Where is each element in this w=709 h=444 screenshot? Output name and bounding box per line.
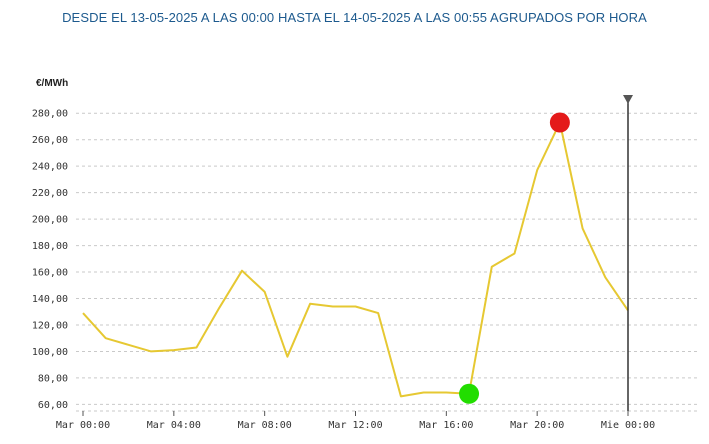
y-tick-label: 220,00 [32,188,68,199]
data-point[interactable] [601,273,609,281]
max-price-marker[interactable] [549,112,570,133]
data-point[interactable] [420,388,428,396]
min-price-marker[interactable] [459,383,480,404]
x-tick-label: Mar 08:00 [238,420,292,431]
price-line[interactable] [82,121,629,398]
y-tick-label: 120,00 [32,320,68,331]
data-point[interactable] [79,309,87,317]
chart-title: DESDE EL 13-05-2025 A LAS 00:00 HASTA EL… [62,10,647,25]
data-point[interactable] [124,341,132,349]
data-point[interactable] [329,302,337,310]
data-point[interactable] [102,334,110,342]
cursor-handle-icon[interactable] [623,95,633,104]
y-tick-label: 160,00 [32,268,68,279]
data-point[interactable] [374,309,382,317]
grid-lines [76,112,700,412]
x-tick-label: Mie 00:00 [601,420,655,431]
y-axis-ticks: 60,00 80,00 100,00 120,00 140,00 160,00 180,00… [32,109,68,411]
time-cursor[interactable] [623,95,633,411]
data-point[interactable] [510,250,518,258]
y-tick-label: 280,00 [32,109,68,120]
x-tick-label: Mar 20:00 [510,420,564,431]
data-point[interactable] [579,224,587,232]
data-point[interactable] [306,300,314,308]
data-point[interactable] [193,343,201,351]
x-tick-label: Mar 04:00 [147,420,201,431]
y-axis-unit-label: €/MWh [36,78,68,89]
y-tick-label: 100,00 [32,347,68,358]
y-tick-label: 80,00 [38,373,68,384]
data-point[interactable] [533,166,541,174]
price-series[interactable] [79,112,632,404]
y-tick-label: 200,00 [32,215,68,226]
data-point[interactable] [283,353,291,361]
data-point[interactable] [170,346,178,354]
data-point[interactable] [147,347,155,355]
data-point[interactable] [215,304,223,312]
x-tick-label: Mar 12:00 [328,420,382,431]
data-point[interactable] [238,267,246,275]
x-tick-label: Mar 00:00 [56,420,110,431]
y-tick-label: 240,00 [32,162,68,173]
data-point[interactable] [488,263,496,271]
y-tick-label: 180,00 [32,241,68,252]
y-tick-label: 60,00 [38,400,68,411]
x-axis-ticks: Mar 00:00 Mar 04:00 Mar 08:00 Mar 12:00 Mar … [56,411,655,431]
y-tick-label: 140,00 [32,294,68,305]
x-tick-label: Mar 16:00 [419,420,473,431]
data-point[interactable] [397,392,405,400]
y-tick-label: 260,00 [32,135,68,146]
data-point[interactable] [442,388,450,396]
data-point[interactable] [352,302,360,310]
data-point[interactable] [261,288,269,296]
